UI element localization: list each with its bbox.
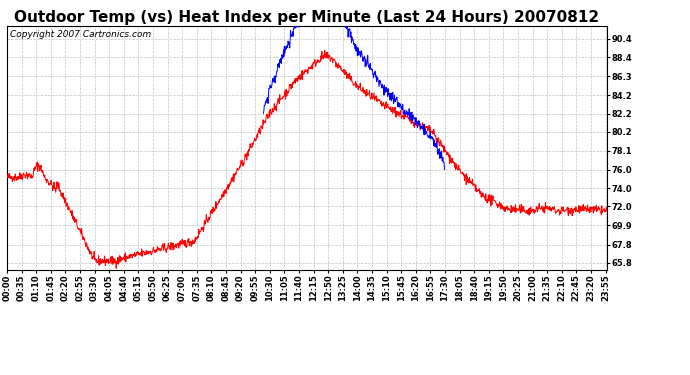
- Text: Copyright 2007 Cartronics.com: Copyright 2007 Cartronics.com: [10, 30, 151, 39]
- Title: Outdoor Temp (vs) Heat Index per Minute (Last 24 Hours) 20070812: Outdoor Temp (vs) Heat Index per Minute …: [14, 10, 600, 25]
